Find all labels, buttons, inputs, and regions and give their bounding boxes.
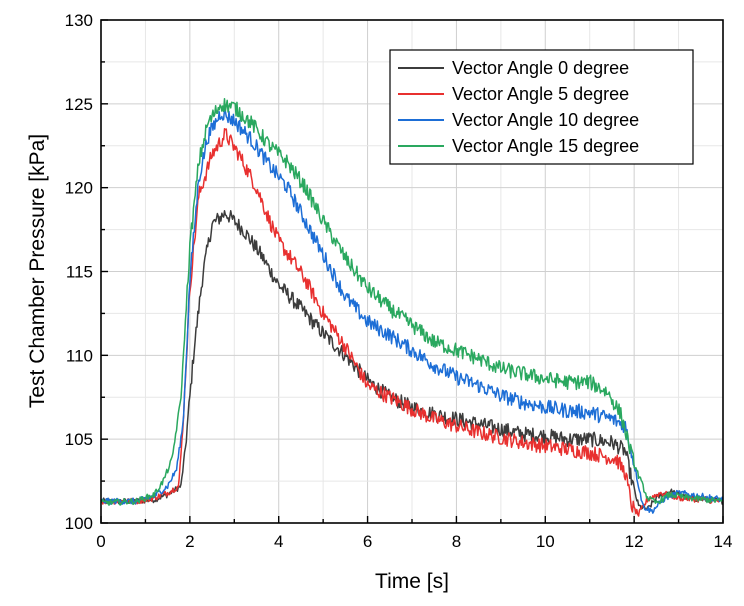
axis-ticks bbox=[100, 19, 724, 524]
series-line-1 bbox=[101, 128, 723, 517]
y-tick-label: 130 bbox=[65, 11, 93, 30]
legend-label: Vector Angle 15 degree bbox=[452, 136, 639, 156]
series-line-3 bbox=[101, 97, 723, 506]
x-tick-label: 2 bbox=[185, 532, 194, 551]
x-tick-label: 14 bbox=[714, 532, 733, 551]
y-tick-label: 100 bbox=[65, 514, 93, 533]
y-axis-title: Test Chamber Pressure [kPa] bbox=[26, 134, 49, 408]
y-tick-label: 125 bbox=[65, 95, 93, 114]
x-axis-title: Time [s] bbox=[375, 570, 449, 593]
y-tick-label: 105 bbox=[65, 430, 93, 449]
x-tick-label: 4 bbox=[274, 532, 283, 551]
x-tick-label: 8 bbox=[452, 532, 461, 551]
x-tick-label: 0 bbox=[96, 532, 105, 551]
legend: Vector Angle 0 degree Vector Angle 5 degr… bbox=[389, 49, 694, 165]
legend-label: Vector Angle 0 degree bbox=[452, 58, 629, 78]
x-tick-label: 6 bbox=[363, 532, 372, 551]
series-layer bbox=[101, 97, 723, 517]
x-tick-label: 10 bbox=[536, 532, 555, 551]
series-line-0 bbox=[101, 210, 723, 511]
y-tick-label: 120 bbox=[65, 179, 93, 198]
series-line-2 bbox=[101, 108, 723, 514]
x-tick-label: 12 bbox=[625, 532, 644, 551]
legend-label: Vector Angle 10 degree bbox=[452, 110, 639, 130]
legend-label: Vector Angle 5 degree bbox=[452, 84, 629, 104]
y-tick-label: 110 bbox=[66, 346, 93, 365]
axis-tick-labels: 0 2 4 6 8 10 12 14 100 105 110 115 120 125 130 bbox=[65, 11, 733, 551]
y-tick-label: 115 bbox=[66, 263, 93, 282]
